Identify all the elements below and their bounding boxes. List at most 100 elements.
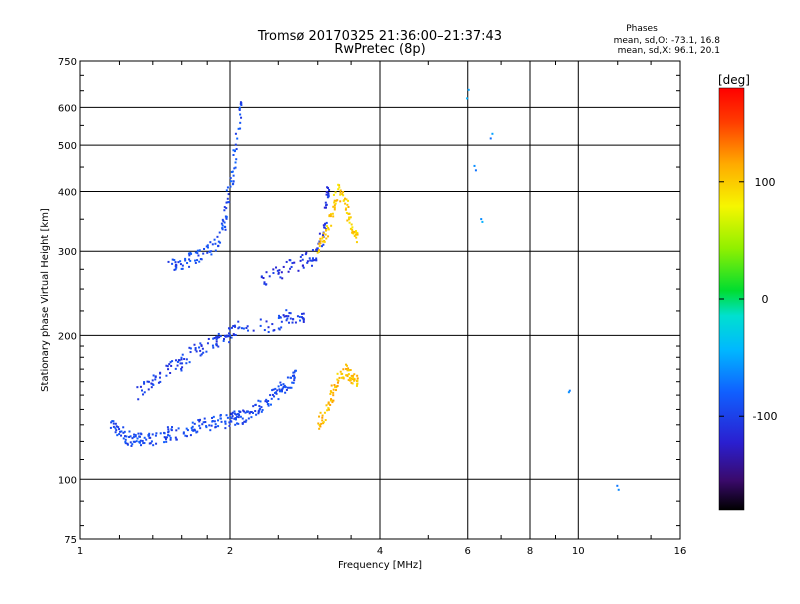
data-point [284,386,287,389]
data-point [198,424,201,427]
data-point [268,275,271,278]
data-point [182,432,185,435]
data-point [287,315,290,318]
data-point [133,433,136,436]
data-point [116,434,119,437]
data-point [225,217,228,220]
data-point [133,440,136,443]
data-point [213,337,216,340]
data-point [193,422,196,425]
data-point [259,324,262,327]
data-point [142,393,145,396]
data-point [237,320,240,323]
data-point [188,254,191,257]
data-point [240,116,243,119]
data-point [219,241,222,244]
data-point [159,432,162,435]
data-point [322,422,325,425]
data-point [171,262,174,265]
data-point [257,399,260,402]
colorbar-ticks: 100 0 -100 [719,176,777,423]
data-point [221,224,224,227]
data-point [179,362,182,365]
data-point [277,327,280,330]
data-point [466,97,469,100]
data-point [321,235,324,238]
data-point [293,374,296,377]
data-point [177,427,180,430]
data-point [197,419,200,422]
data-point [198,346,201,349]
data-point [143,442,146,445]
data-point [191,429,194,432]
data-point [351,226,354,229]
data-point [349,216,352,219]
data-point [224,420,227,423]
data-point [115,429,118,432]
data-point [325,221,328,224]
data-point [353,230,356,233]
data-point [223,338,226,341]
data-point [302,320,305,323]
data-point [337,183,340,186]
data-point [344,363,347,366]
data-point [301,258,304,261]
data-point [321,240,324,243]
data-point [324,229,327,232]
data-point [329,213,332,216]
data-point [346,375,349,378]
data-point [351,231,354,234]
data-point [277,272,280,275]
data-point [321,419,324,422]
data-point [318,249,321,252]
data-point [200,344,203,347]
data-point [255,413,258,416]
data-point [143,391,146,394]
data-point [339,200,342,203]
data-point [237,422,240,425]
data-point [356,233,359,236]
data-point [355,236,358,239]
data-point [353,378,356,381]
data-point [204,421,207,424]
data-point [122,431,125,434]
data-point [290,265,293,268]
data-point [353,379,356,382]
data-point [350,381,353,384]
data-point [143,382,146,385]
data-point [235,158,238,161]
data-point [327,228,330,231]
data-point [345,374,348,377]
data-point [345,364,348,367]
data-point [212,415,215,418]
data-point [155,432,158,435]
data-point [148,436,151,439]
data-point [334,191,337,194]
data-point [206,244,209,247]
data-point [226,335,229,338]
data-point [273,329,276,332]
data-point [180,369,183,372]
data-point [195,350,198,353]
data-point [231,170,234,173]
data-point [292,381,295,384]
data-point [181,264,184,267]
data-point [226,197,229,200]
data-point [283,384,286,387]
data-point [208,424,211,427]
data-point [328,188,331,191]
data-point [190,252,193,255]
data-point [280,388,283,391]
data-point [143,381,146,384]
data-point [337,188,340,191]
data-point [181,353,184,356]
colorbar-label: [deg] [718,73,750,87]
data-point [350,223,353,226]
data-point [238,326,241,329]
data-point [318,232,321,235]
data-point [327,401,330,404]
data-point [214,423,217,426]
data-point [301,264,304,267]
data-point [111,420,114,423]
data-point [209,429,212,432]
